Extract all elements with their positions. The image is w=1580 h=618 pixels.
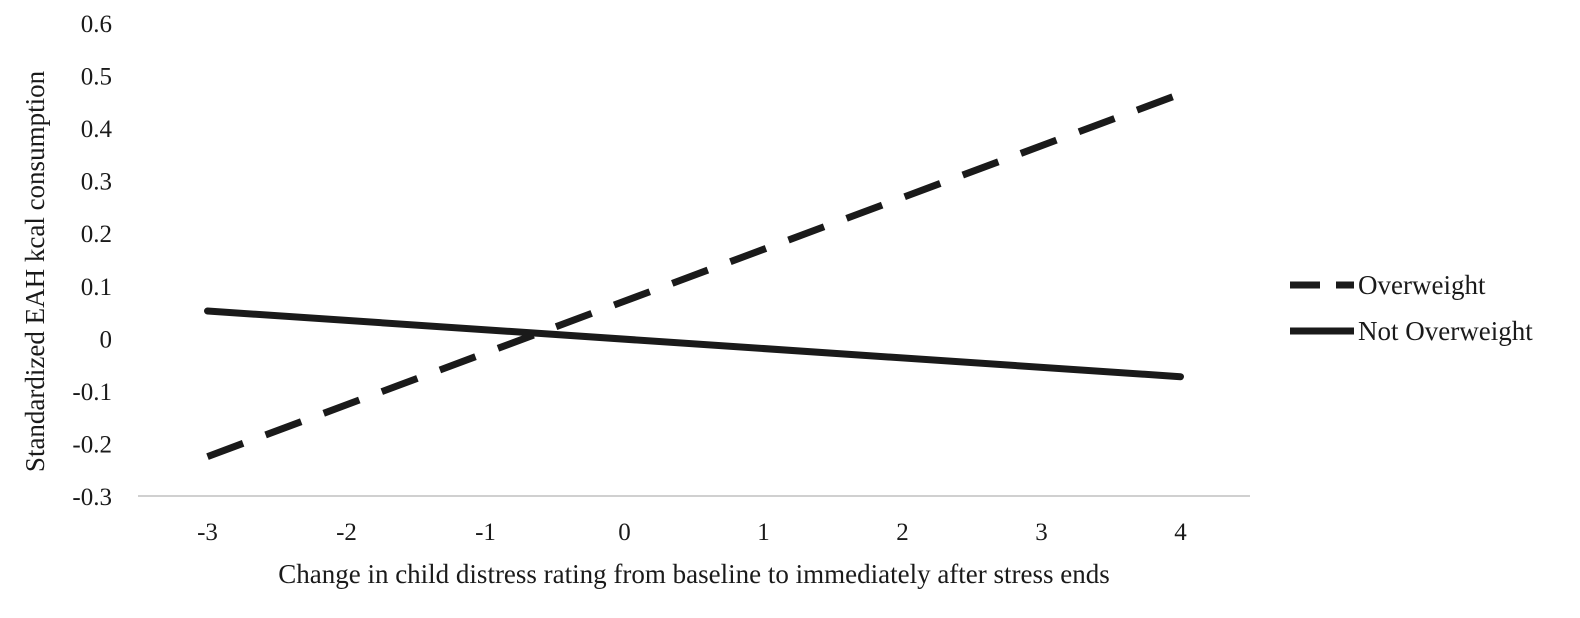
y-axis-title: Standardized EAH kcal consumption bbox=[20, 70, 50, 472]
y-tick-label: -0.1 bbox=[72, 379, 112, 406]
y-tick-label: 0.4 bbox=[81, 116, 113, 143]
x-axis-ticks: -3 -2 -1 0 1 2 3 4 bbox=[197, 519, 1187, 546]
x-tick-label: 2 bbox=[896, 519, 909, 546]
legend: Overweight Not Overweight bbox=[1290, 270, 1533, 346]
legend-label: Overweight bbox=[1358, 270, 1486, 300]
y-tick-label: 0.5 bbox=[81, 64, 112, 91]
x-tick-label: 1 bbox=[757, 519, 770, 546]
x-tick-label: -1 bbox=[475, 519, 496, 546]
y-tick-label: 0.6 bbox=[81, 11, 112, 38]
x-axis-title: Change in child distress rating from bas… bbox=[278, 559, 1110, 589]
x-tick-label: 4 bbox=[1174, 519, 1187, 546]
series-line-not-overweight bbox=[204, 307, 1184, 381]
y-tick-label: -0.3 bbox=[72, 484, 112, 511]
x-tick-label: -3 bbox=[197, 519, 218, 546]
y-tick-label: 0.1 bbox=[81, 274, 112, 301]
y-tick-label: 0 bbox=[100, 326, 113, 353]
x-tick-label: 3 bbox=[1035, 519, 1048, 546]
y-tick-label: -0.2 bbox=[72, 431, 112, 458]
x-tick-label: 0 bbox=[618, 519, 631, 546]
y-tick-label: 0.3 bbox=[81, 169, 112, 196]
x-tick-label: -2 bbox=[336, 519, 357, 546]
y-axis-ticks: -0.3 -0.2 -0.1 0 0.1 0.2 0.3 0.4 0.5 0.6 bbox=[72, 11, 112, 511]
series-line-overweight bbox=[206, 90, 1182, 460]
legend-item-not-overweight: Not Overweight bbox=[1290, 316, 1533, 346]
legend-label: Not Overweight bbox=[1358, 316, 1533, 346]
legend-item-overweight: Overweight bbox=[1290, 270, 1486, 300]
series-layer bbox=[204, 90, 1184, 460]
y-tick-label: 0.2 bbox=[81, 221, 112, 248]
